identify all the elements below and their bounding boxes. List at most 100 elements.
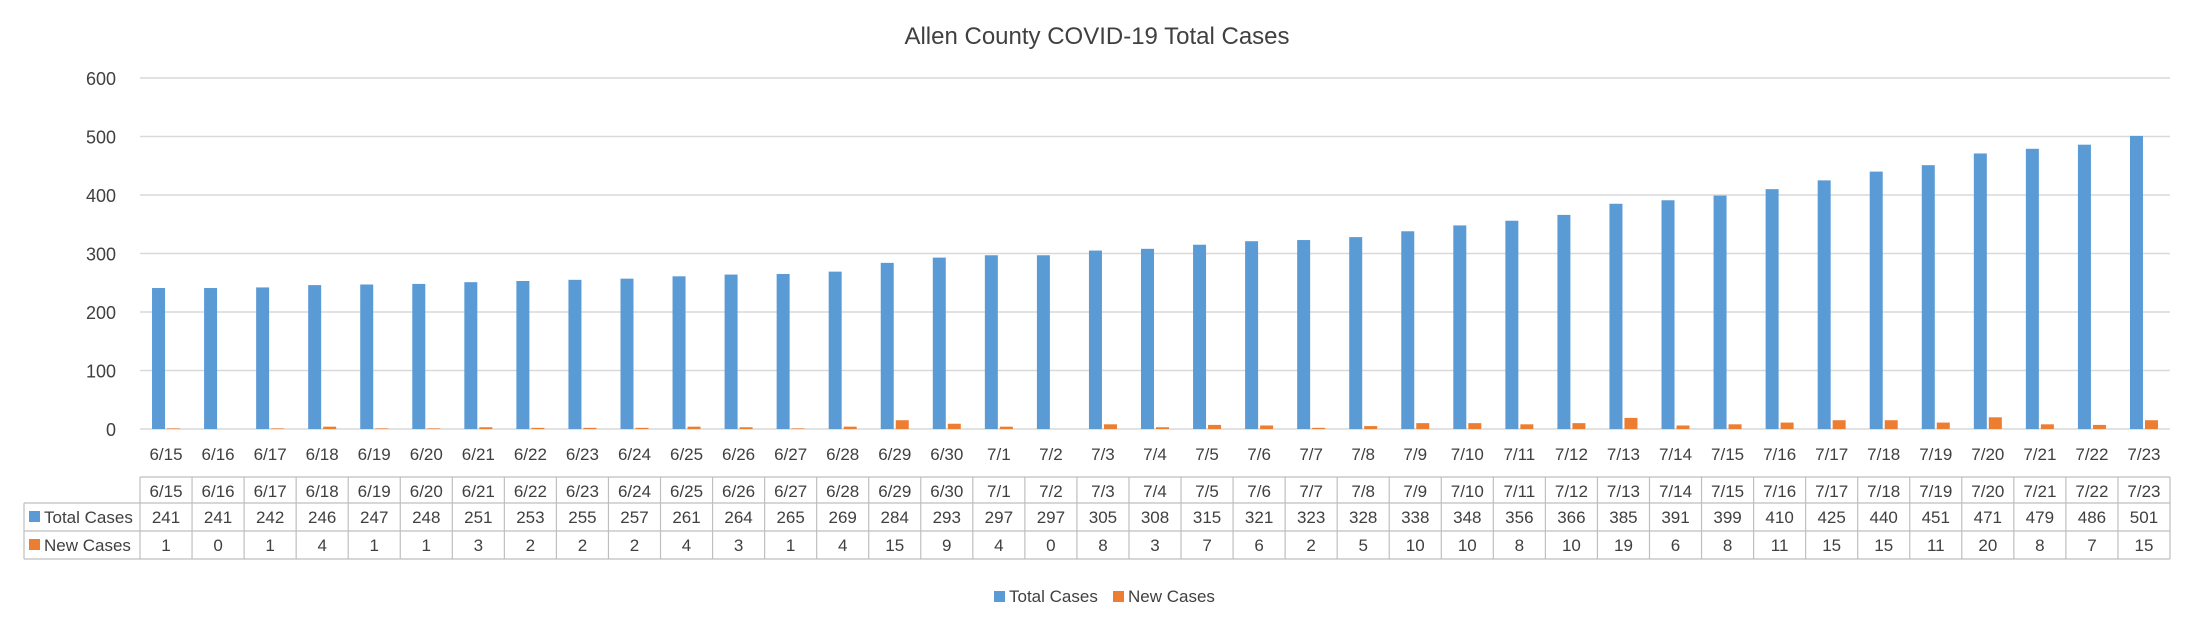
table-legend-key	[29, 511, 40, 522]
y-tick-label: 500	[86, 128, 116, 148]
x-tick-label: 7/4	[1143, 445, 1167, 464]
table-value-cell: 10	[1458, 536, 1477, 555]
table-value-cell: 3	[1150, 536, 1159, 555]
table-header-cell: 6/25	[670, 482, 703, 501]
table-value-cell: 11	[1927, 536, 1945, 555]
table-header-cell: 7/14	[1659, 482, 1692, 501]
table-header-cell: 7/17	[1815, 482, 1848, 501]
bar-total-cases	[620, 278, 634, 429]
table-value-cell: 251	[464, 508, 492, 527]
x-tick-label: 6/25	[670, 445, 703, 464]
bar-new-cases	[1312, 427, 1326, 429]
x-tick-label: 6/24	[618, 445, 651, 464]
table-value-cell: 7	[2087, 536, 2096, 555]
table-value-cell: 471	[1974, 508, 2002, 527]
bar-total-cases	[1193, 244, 1207, 429]
table-value-cell: 5	[1358, 536, 1367, 555]
table-header-cell: 7/20	[1971, 482, 2004, 501]
bar-total-cases	[1297, 240, 1311, 429]
x-tick-label: 7/20	[1971, 445, 2004, 464]
y-axis-tick-labels: 0 100 200 300 400 500 600	[86, 69, 116, 440]
table-header-cell: 7/6	[1247, 482, 1271, 501]
bar-new-cases	[1520, 424, 1534, 429]
table-header-cell: 6/15	[149, 482, 182, 501]
y-tick-label: 300	[86, 245, 116, 265]
bar-total-cases	[1765, 189, 1779, 429]
bar-total-cases	[2129, 135, 2143, 430]
bar-new-cases	[2092, 424, 2106, 429]
bar-new-cases	[1676, 425, 1690, 429]
x-tick-label: 7/17	[1815, 445, 1848, 464]
table-value-cell: 10	[1562, 536, 1581, 555]
bar-new-cases	[1416, 423, 1430, 429]
bar-total-cases	[516, 280, 530, 429]
bar-total-cases	[1817, 180, 1831, 429]
table-value-cell: 328	[1349, 508, 1377, 527]
table-value-cell: 241	[152, 508, 180, 527]
table-header-cell: 6/21	[462, 482, 495, 501]
table-value-cell: 440	[1870, 508, 1898, 527]
x-tick-label: 7/14	[1659, 445, 1692, 464]
bar-total-cases	[1036, 255, 1050, 429]
table-value-cell: 3	[474, 536, 483, 555]
table-header-cell: 7/1	[987, 482, 1011, 501]
bar-total-cases	[1401, 231, 1415, 429]
x-tick-label: 6/21	[462, 445, 495, 464]
bar-total-cases	[1453, 225, 1467, 429]
bar-new-cases	[2040, 424, 2054, 429]
bar-new-cases	[1988, 417, 2002, 429]
table-value-cell: 19	[1614, 536, 1633, 555]
bar-new-cases	[1103, 424, 1117, 429]
bar-new-cases	[271, 428, 285, 429]
bar-new-cases	[947, 423, 961, 429]
bar-total-cases	[308, 285, 322, 429]
x-tick-label: 6/29	[878, 445, 911, 464]
bar-new-cases	[1156, 427, 1169, 429]
bar-total-cases	[2077, 144, 2091, 429]
table-value-cell: 2	[630, 536, 639, 555]
bar-total-cases	[412, 283, 426, 429]
bar-new-cases	[791, 428, 805, 429]
x-tick-label: 6/18	[306, 445, 339, 464]
x-tick-label: 6/28	[826, 445, 859, 464]
table-value-cell: 1	[369, 536, 378, 555]
chart-title: Allen County COVID-19 Total Cases	[904, 23, 1289, 50]
bar-total-cases	[2025, 148, 2039, 429]
x-tick-label: 7/12	[1555, 445, 1588, 464]
table-header-cell: 7/15	[1711, 482, 1744, 501]
bar-total-cases	[1609, 203, 1623, 429]
bar-new-cases	[583, 427, 597, 429]
table-value-cell: 6	[1254, 536, 1263, 555]
table-value-cell: 2	[1306, 536, 1315, 555]
table-series-label: Total Cases	[44, 508, 133, 527]
bar-new-cases	[2144, 420, 2158, 429]
x-tick-label: 7/22	[2075, 445, 2108, 464]
table-value-cell: 338	[1401, 508, 1429, 527]
y-tick-label: 100	[86, 362, 116, 382]
x-tick-label: 7/18	[1867, 445, 1900, 464]
table-value-cell: 321	[1245, 508, 1273, 527]
y-tick-label: 400	[86, 186, 116, 206]
table-value-cell: 246	[308, 508, 336, 527]
x-tick-label: 6/20	[410, 445, 443, 464]
table-series-label: New Cases	[44, 536, 131, 555]
table-header-cell: 7/21	[2023, 482, 2056, 501]
table-value-cell: 15	[2135, 536, 2154, 555]
table-value-cell: 4	[682, 536, 691, 555]
bar-new-cases	[1884, 420, 1898, 429]
data-table: 6/15 6/16 6/17 6/18 6/19 6/20 6/21 6/22 6/23 6/24…	[23, 476, 2171, 560]
bar-new-cases	[635, 427, 649, 429]
legend-label: Total Cases	[1009, 587, 1098, 606]
table-value-cell: 8	[1723, 536, 1732, 555]
table-value-cell: 0	[1046, 536, 1055, 555]
table-header-cell: 7/18	[1867, 482, 1900, 501]
table-value-cell: 385	[1609, 508, 1637, 527]
bar-new-cases	[323, 426, 337, 429]
table-value-cell: 2	[578, 536, 587, 555]
table-value-cell: 348	[1453, 508, 1481, 527]
x-tick-label: 6/17	[254, 445, 287, 464]
bar-new-cases	[375, 428, 389, 429]
table-value-cell: 15	[1874, 536, 1893, 555]
x-tick-label: 6/15	[149, 445, 182, 464]
